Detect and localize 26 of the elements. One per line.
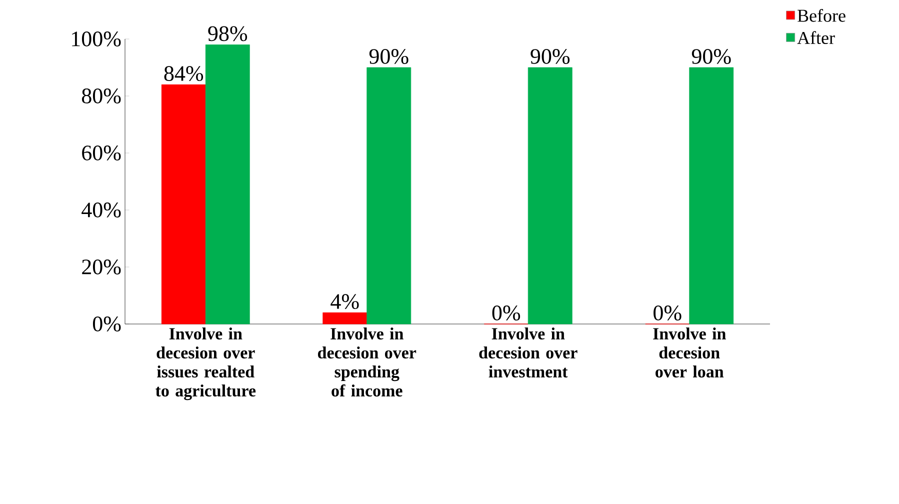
data-label: 84% [164, 66, 204, 82]
x-tick-label: Involve in decesion over investment [479, 328, 578, 378]
data-label: 0% [492, 306, 520, 320]
bar [161, 84, 206, 324]
data-label: 90% [692, 49, 731, 64]
x-tick-label: Involve in decesion over spending of income [318, 328, 416, 396]
x-tick-label: Involve in decesion over loan [653, 328, 726, 378]
data-label: 0% [654, 306, 682, 320]
legend-label: Before [798, 9, 846, 22]
data-label: 90% [530, 49, 570, 64]
data-label: 4% [330, 294, 359, 310]
y-tick-label: 80% [82, 88, 121, 104]
bar [322, 312, 368, 324]
bar [205, 44, 250, 324]
bar [689, 67, 734, 324]
x-tick-label: Involve in decesion over issues realted to agriculture [156, 328, 256, 400]
y-tick-label: 40% [82, 202, 121, 218]
data-label: 90% [369, 49, 408, 64]
y-tick-label: 20% [82, 260, 121, 274]
y-tick-label: 60% [82, 146, 121, 160]
bar [528, 67, 572, 324]
y-tick-label: 100% [72, 32, 121, 46]
legend-label: After [797, 31, 835, 44]
y-tick-label: 0% [92, 316, 121, 332]
data-label: 98% [208, 26, 248, 42]
bar [366, 67, 412, 324]
